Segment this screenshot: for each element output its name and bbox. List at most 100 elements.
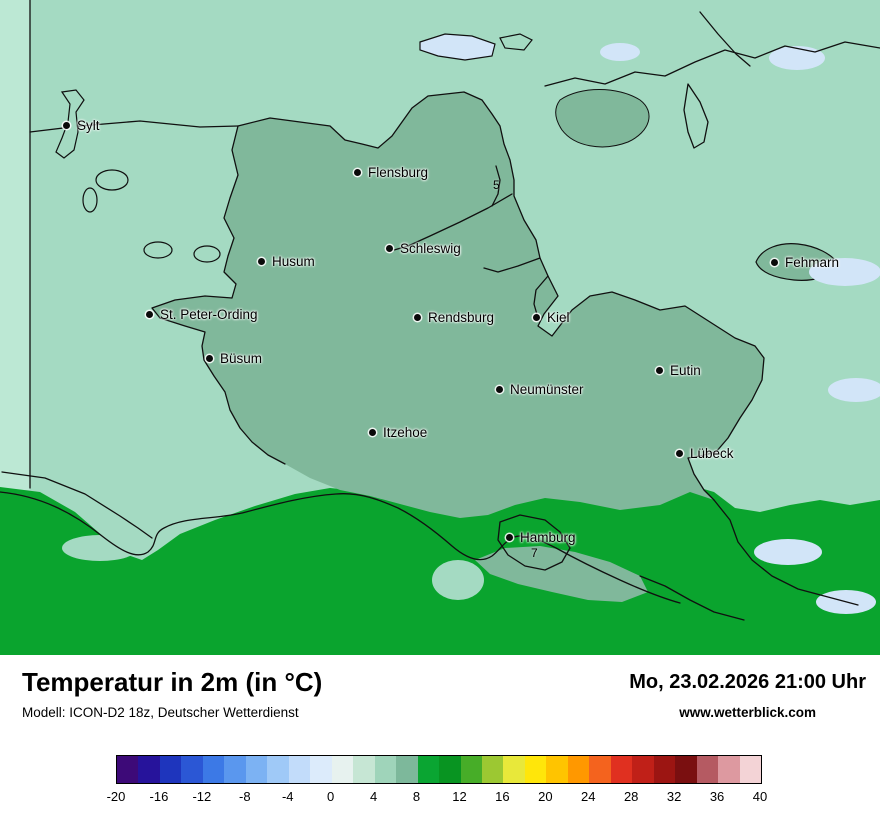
lake-patch xyxy=(828,378,880,402)
sylt-island xyxy=(55,89,85,159)
city-label: Rendsburg xyxy=(428,310,495,325)
legend-tick-label: 8 xyxy=(412,789,421,804)
city-label: Flensburg xyxy=(368,165,429,180)
city-dot xyxy=(369,429,376,436)
lake-patch xyxy=(809,258,880,286)
city-dot xyxy=(533,314,540,321)
legend-tick-label: 20 xyxy=(538,789,553,804)
legend-color-segment xyxy=(610,756,633,783)
foehr-island xyxy=(95,169,129,191)
lake-patches xyxy=(600,43,880,614)
legend-color-segment xyxy=(310,756,332,783)
legend-color-segment xyxy=(181,756,203,783)
city-label: Büsum xyxy=(220,351,263,366)
lake-patch xyxy=(769,46,825,70)
city-label: St. Peter-Ording xyxy=(160,307,258,322)
legend-color-segment xyxy=(117,756,139,783)
temperature-legend xyxy=(116,755,762,784)
city-label: Neumünster xyxy=(510,382,584,397)
city-marker-st-peter-ording: St. Peter-Ording xyxy=(146,307,258,322)
city-dot xyxy=(414,314,421,321)
lake-patch xyxy=(754,539,822,565)
legend-tick-label: -12 xyxy=(192,789,212,804)
page-title: Temperatur in 2m (in °C) xyxy=(22,667,323,697)
footer-right-column: Mo, 23.02.2026 21:00 Uhr www.wetterblick… xyxy=(629,671,866,720)
city-marker-kiel: Kiel xyxy=(533,310,570,325)
city-marker-neumuenster: Neumünster xyxy=(496,382,584,397)
aeroe-island xyxy=(419,33,496,61)
legend-tick-label: 32 xyxy=(666,789,682,804)
coastline-main xyxy=(151,91,765,501)
city-dot xyxy=(258,258,265,265)
als-island-outline xyxy=(683,83,709,149)
legend-tick-label: 28 xyxy=(623,789,639,804)
islands xyxy=(55,33,533,263)
legend-tick-label: 0 xyxy=(327,789,335,804)
city-dot xyxy=(386,245,393,252)
lake-patch xyxy=(600,43,640,61)
city-label: Eutin xyxy=(670,363,701,378)
legend-color-segment xyxy=(675,756,697,783)
legend-color-segment xyxy=(288,756,311,783)
legend-tick-label: 16 xyxy=(495,789,510,804)
city-marker-luebeck: Lübeck xyxy=(676,446,734,461)
legend-tick-label: 40 xyxy=(752,789,768,804)
city-label: Lübeck xyxy=(690,446,734,461)
city-marker-eutin: Eutin xyxy=(656,363,701,378)
legend-color-segment xyxy=(589,756,611,783)
nordstrand-island xyxy=(193,245,221,263)
coastlines xyxy=(0,0,880,621)
small-island xyxy=(499,33,533,51)
city-dot xyxy=(146,311,153,318)
legend-ticks: -20 -16 -12 -8 -4 0 4 8 12 16 20 24 28 32 36 40 xyxy=(107,789,768,805)
city-label: Hamburg xyxy=(520,530,576,545)
weather-map: Sylt Flensburg Husum Schleswig St. Peter… xyxy=(0,0,880,655)
isotherm-5-line xyxy=(491,165,501,207)
legend-color-segment xyxy=(267,756,289,783)
city-marker-husum: Husum xyxy=(258,254,315,269)
pellworm-island xyxy=(143,241,173,259)
legend-tick-label: 12 xyxy=(452,789,467,804)
legend-color-segment xyxy=(138,756,160,783)
legend-tick-label: 24 xyxy=(581,789,596,804)
cool-patch-elbe-west xyxy=(62,535,138,561)
city-marker-flensburg: Flensburg xyxy=(354,165,428,180)
map-footer: Temperatur in 2m (in °C) Modell: ICON-D2… xyxy=(0,655,880,830)
temperature-map-canvas xyxy=(0,0,880,655)
legend-color-segment xyxy=(396,756,418,783)
coastal-strip xyxy=(0,0,30,490)
legend-color-segment xyxy=(439,756,461,783)
city-marker-buesum: Büsum xyxy=(206,351,262,366)
cool-patch-elbe xyxy=(432,560,484,600)
city-marker-rendsburg: Rendsburg xyxy=(414,310,494,325)
legend-tick-label: -8 xyxy=(239,789,251,804)
land-area-schleswig-holstein xyxy=(152,92,764,518)
city-dot xyxy=(63,122,70,129)
isotherm-label-7: 7 xyxy=(531,546,538,560)
legend-color-segment xyxy=(481,756,504,783)
city-dot xyxy=(354,169,361,176)
hamburg-border-loop xyxy=(497,514,571,571)
legend-color-segment xyxy=(460,756,482,783)
city-label: Husum xyxy=(272,254,315,269)
city-marker-sylt: Sylt xyxy=(63,118,100,133)
kiel-fjord-line xyxy=(533,275,549,319)
legend-color-segment xyxy=(224,756,246,783)
land-patch-denmark xyxy=(555,89,650,148)
city-label: Itzehoe xyxy=(383,425,428,440)
legend-color-segment xyxy=(503,756,525,783)
legend-tick-label: 4 xyxy=(369,789,378,804)
legend-color-segment xyxy=(696,756,719,783)
border-line-southeast-2 xyxy=(713,499,859,606)
amrum-island xyxy=(82,187,98,213)
city-label: Schleswig xyxy=(400,241,461,256)
city-marker-schleswig: Schleswig xyxy=(386,241,461,256)
city-marker-hamburg: Hamburg xyxy=(506,530,576,545)
land-patch-south xyxy=(475,546,648,602)
danish-diagonal-line xyxy=(699,11,751,67)
city-dot xyxy=(206,355,213,362)
elbe-north-bank-line xyxy=(1,471,153,539)
border-line-southeast-1 xyxy=(639,575,745,621)
legend-color-segment xyxy=(546,756,568,783)
forecast-datetime: Mo, 23.02.2026 21:00 Uhr xyxy=(629,671,866,693)
